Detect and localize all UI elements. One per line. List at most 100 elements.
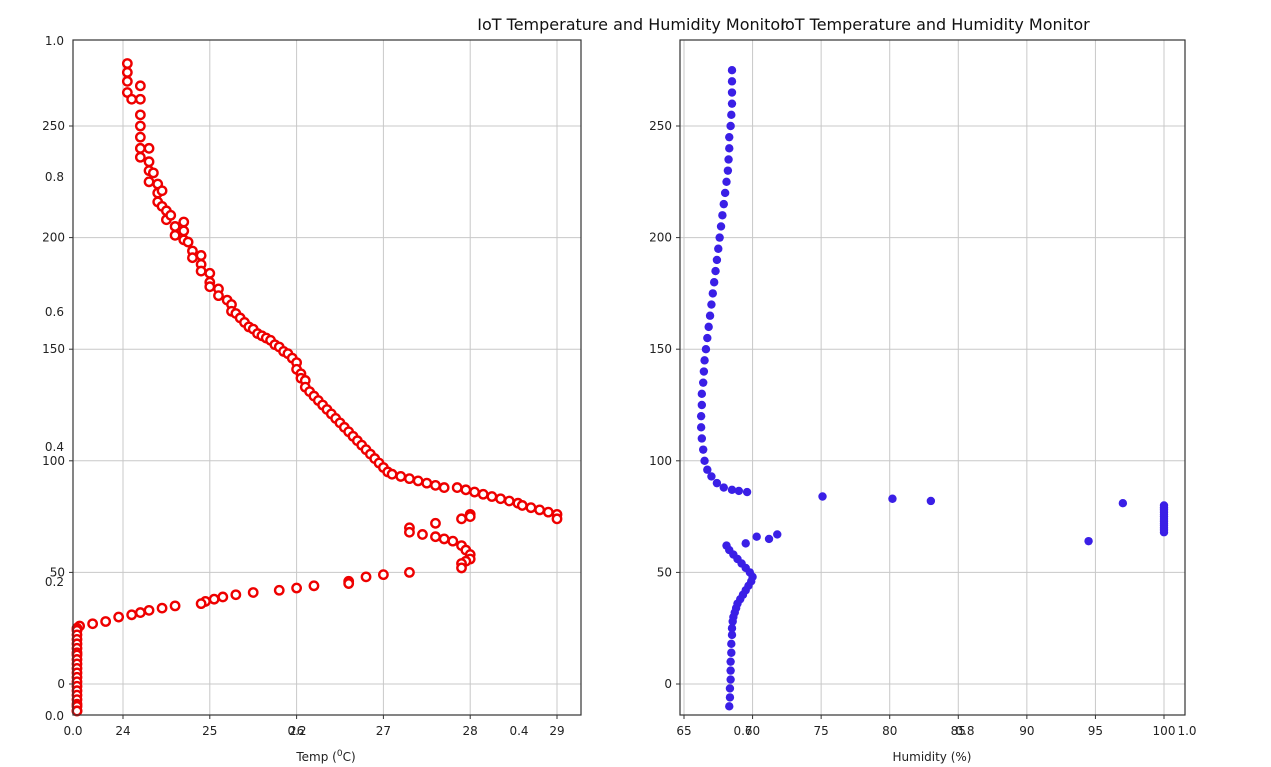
data-point	[726, 675, 735, 684]
data-point	[438, 533, 450, 545]
data-point	[719, 199, 728, 209]
overlay-x-tick-label: 1.0	[1177, 724, 1196, 738]
data-point	[121, 58, 133, 69]
humidity-x-axis-label: Humidity (%)	[893, 750, 972, 764]
data-point	[727, 110, 736, 120]
temp-axes-frame	[72, 39, 582, 716]
humidity-subplot: 65 70 75 80 85 90 95 100 0 50 100 150 200 250 IoT Te…	[649, 15, 1186, 764]
data-point	[709, 278, 719, 287]
data-point	[696, 411, 706, 421]
data-point	[704, 322, 713, 332]
data-point	[764, 534, 774, 544]
data-point	[404, 473, 415, 485]
data-point	[460, 484, 472, 496]
data-point	[377, 569, 389, 581]
overlay-unit-ticks: 1.0 0.8 0.6 0.4 0.2 0.00.0 0.2 0.4 0.6 0.8 1.0	[45, 34, 1197, 738]
data-point	[464, 511, 476, 522]
y-tick-label: 150	[42, 342, 65, 356]
x-tick-label: 65	[676, 724, 691, 738]
data-point	[495, 493, 506, 505]
y-tick-label: 0	[664, 677, 672, 691]
data-point	[725, 684, 735, 693]
data-point	[308, 580, 320, 592]
data-point	[447, 535, 459, 547]
data-point	[926, 496, 936, 506]
x-tick-label: 100	[1153, 724, 1176, 738]
data-point	[728, 617, 737, 626]
x-tick-label: 27	[376, 724, 391, 738]
data-point	[699, 367, 709, 376]
overlay-y-tick-label: 0.2	[45, 575, 64, 589]
data-point	[707, 472, 716, 481]
data-point	[113, 611, 125, 623]
data-point	[204, 281, 216, 293]
data-point	[722, 177, 731, 186]
data-point	[712, 255, 722, 265]
data-point	[126, 93, 138, 105]
y-tick-label: 100	[649, 454, 672, 468]
data-point	[542, 506, 554, 518]
data-point	[703, 333, 712, 343]
data-point	[727, 639, 736, 649]
x-tick-label: 25	[202, 724, 217, 738]
data-point	[707, 300, 716, 309]
data-point	[700, 356, 709, 365]
data-point	[430, 479, 441, 491]
data-point	[534, 504, 546, 516]
data-point	[708, 289, 717, 298]
data-point	[386, 468, 398, 480]
data-point	[1118, 499, 1128, 508]
data-point	[456, 562, 467, 574]
humidity-axes-frame	[679, 39, 1186, 716]
y-tick-label: 150	[649, 342, 672, 356]
humidity-chart-title: IoT Temperature and Humidity Monitor	[780, 15, 1090, 34]
data-point	[700, 456, 709, 465]
y-tick-label: 100	[42, 454, 65, 468]
data-point	[742, 487, 752, 497]
data-point	[516, 500, 528, 511]
data-point	[727, 630, 737, 640]
data-point	[134, 142, 146, 154]
data-point	[773, 530, 782, 539]
data-point	[126, 609, 138, 621]
x-tick-label: 80	[882, 724, 897, 738]
y-tick-label: 200	[42, 231, 65, 245]
data-point	[701, 345, 711, 354]
data-point	[165, 209, 177, 221]
humidity-scatter-points	[696, 66, 1169, 711]
data-point	[143, 156, 155, 168]
data-point	[525, 502, 537, 514]
data-point	[727, 66, 737, 75]
data-point	[726, 121, 735, 131]
data-point	[741, 539, 750, 548]
temp-grid	[73, 40, 581, 715]
data-point	[204, 267, 216, 279]
data-point	[187, 252, 198, 264]
data-point	[195, 598, 207, 610]
data-point	[818, 492, 827, 501]
data-point	[716, 222, 726, 231]
data-point	[147, 167, 159, 179]
data-point	[725, 693, 735, 702]
data-point	[734, 486, 744, 496]
x-tick-label: 75	[814, 724, 829, 738]
data-point	[752, 532, 761, 541]
data-point	[697, 400, 707, 410]
data-point	[888, 494, 897, 503]
data-point	[121, 67, 133, 78]
data-point	[727, 88, 737, 97]
overlay-y-tick-label: 0.4	[45, 440, 64, 454]
overlay-x-tick-label: 0.2	[287, 724, 306, 738]
data-point	[195, 250, 207, 261]
overlay-y-tick-label: 1.0	[45, 34, 64, 48]
data-point	[438, 482, 450, 493]
data-point	[156, 602, 168, 614]
data-point	[178, 216, 190, 228]
data-point	[726, 666, 735, 675]
data-point	[143, 604, 155, 616]
data-point	[421, 477, 433, 489]
data-point	[699, 445, 708, 454]
temp-x-axis-label: Temp (0C)	[295, 749, 355, 764]
overlay-y-tick-label: 0.0	[45, 709, 64, 723]
